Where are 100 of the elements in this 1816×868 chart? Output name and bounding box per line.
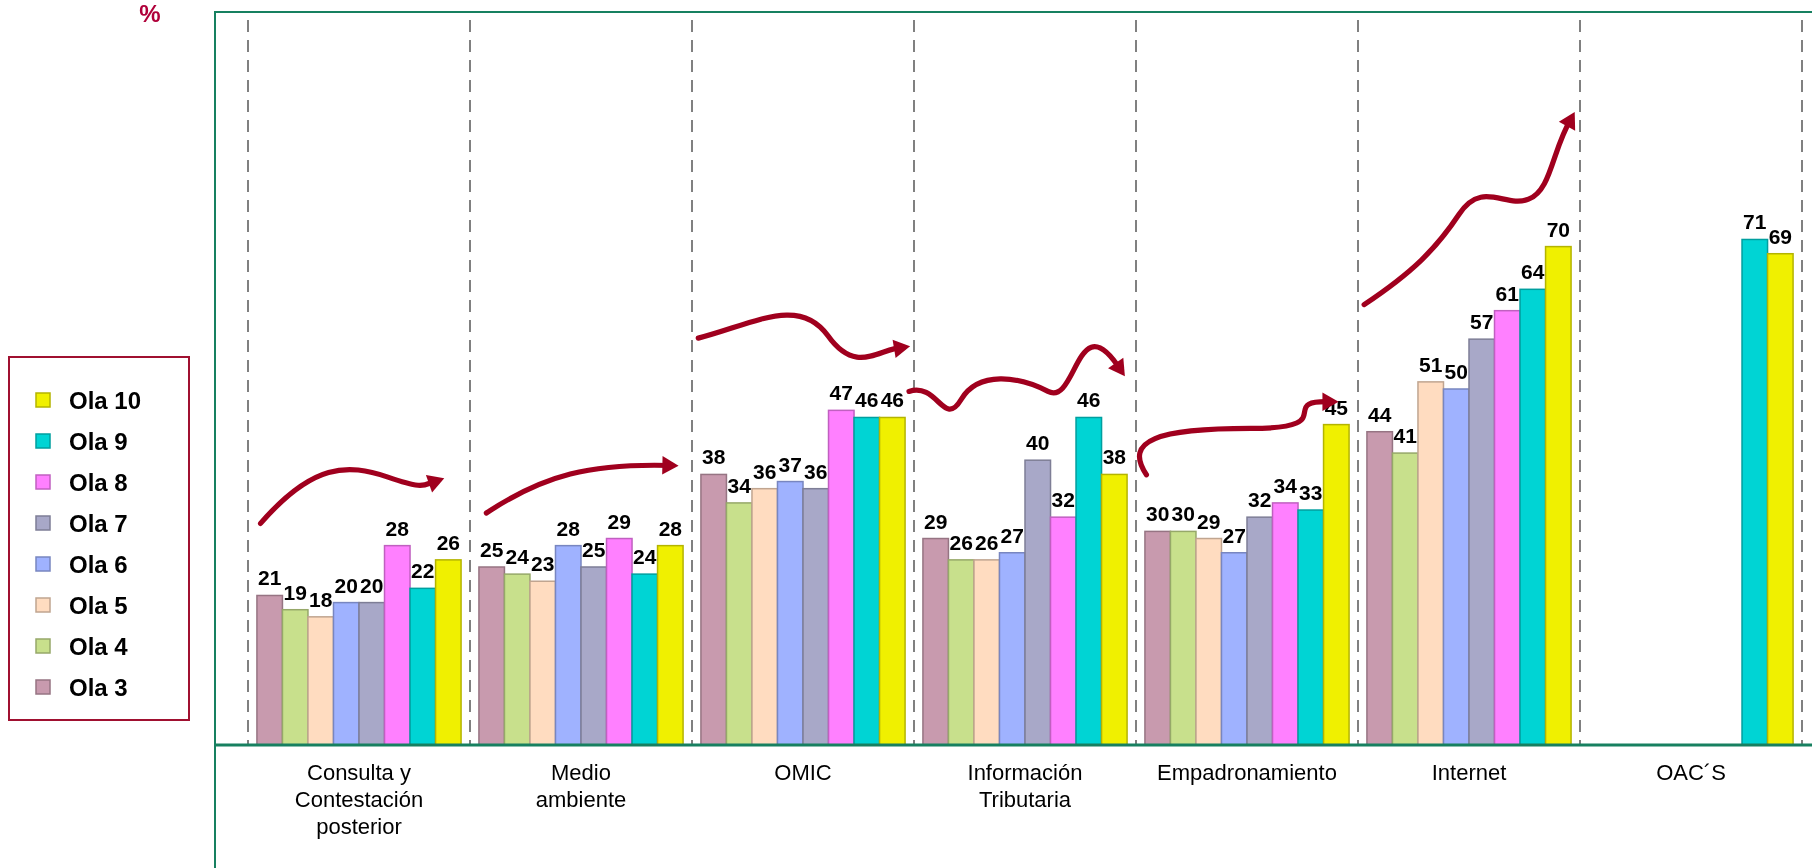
bar xyxy=(656,544,684,746)
bar xyxy=(1322,423,1350,746)
bar xyxy=(827,409,855,746)
data-label: 70 xyxy=(1546,217,1570,241)
bar xyxy=(358,601,386,746)
x-tick-label: OMIC xyxy=(774,760,832,785)
legend-label: Ola 3 xyxy=(69,674,128,701)
bar xyxy=(1195,537,1223,746)
data-label: 18 xyxy=(309,587,333,611)
legend-label: Ola 5 xyxy=(69,592,128,619)
bar xyxy=(1468,338,1496,746)
bar xyxy=(1169,530,1197,746)
data-label: 57 xyxy=(1470,310,1494,334)
data-label: 41 xyxy=(1393,424,1418,448)
bar xyxy=(580,566,608,746)
data-label: 29 xyxy=(924,509,948,533)
data-label: 21 xyxy=(258,566,282,590)
data-label: 26 xyxy=(949,530,973,554)
bar xyxy=(1519,288,1547,746)
data-label: 64 xyxy=(1521,260,1545,284)
x-tick-label: Internet xyxy=(1431,760,1507,785)
bar xyxy=(776,480,804,746)
data-label: 20 xyxy=(360,573,384,597)
text: % xyxy=(139,0,161,27)
data-label: 28 xyxy=(556,516,581,540)
data-label: 37 xyxy=(778,452,802,476)
bar xyxy=(1544,245,1572,746)
data-label: 44 xyxy=(1368,402,1392,426)
data-label: 22 xyxy=(411,559,435,583)
data-label: 36 xyxy=(804,459,828,483)
bar xyxy=(1297,509,1325,746)
data-label: 30 xyxy=(1171,502,1195,526)
data-label: 47 xyxy=(829,381,853,405)
data-label: 32 xyxy=(1051,488,1075,512)
bar xyxy=(1075,416,1103,746)
data-label: 38 xyxy=(1102,445,1127,469)
x-tick-label: Medio ambiente xyxy=(535,760,627,812)
x-tick-label: Empadronamiento xyxy=(1157,760,1337,785)
data-label: 32 xyxy=(1248,488,1272,512)
bar xyxy=(700,473,728,746)
bar xyxy=(383,544,411,746)
legend-label: Ola 4 xyxy=(69,633,129,660)
data-label: 26 xyxy=(436,530,460,554)
bar xyxy=(605,537,633,746)
bar xyxy=(725,502,753,746)
bar xyxy=(281,608,309,746)
bar xyxy=(1417,381,1445,746)
data-label: 28 xyxy=(658,516,683,540)
data-label: 29 xyxy=(607,509,631,533)
data-label: 50 xyxy=(1444,360,1468,383)
data-label: 34 xyxy=(727,473,752,497)
data-label: 38 xyxy=(702,445,726,469)
bar xyxy=(751,487,779,746)
data-label: 51 xyxy=(1419,352,1443,376)
data-label: 19 xyxy=(283,580,307,604)
data-label: 30 xyxy=(1146,502,1170,526)
data-label: 46 xyxy=(1077,388,1101,412)
bar xyxy=(307,616,335,746)
data-label: 25 xyxy=(582,538,606,561)
bar xyxy=(409,587,437,746)
data-label: 27 xyxy=(1222,523,1246,547)
legend-label: Ola 7 xyxy=(69,510,128,537)
bar xyxy=(1271,502,1299,746)
bar xyxy=(1024,459,1052,746)
data-label: 26 xyxy=(975,530,999,554)
bar xyxy=(1366,430,1394,746)
bar xyxy=(922,537,950,746)
bar xyxy=(256,594,284,746)
bar xyxy=(1100,473,1128,746)
bar xyxy=(1741,238,1769,746)
bar xyxy=(529,580,557,746)
legend-label: Ola 8 xyxy=(69,469,128,496)
data-label: 24 xyxy=(505,545,530,569)
bar xyxy=(1220,552,1248,746)
data-label: 36 xyxy=(753,459,777,483)
bar xyxy=(1493,309,1521,746)
data-label: 27 xyxy=(1000,523,1024,547)
data-label: 61 xyxy=(1495,281,1520,305)
bar xyxy=(853,416,881,746)
data-label: 23 xyxy=(531,552,555,576)
data-label: 34 xyxy=(1273,473,1298,497)
data-label: 33 xyxy=(1299,481,1323,505)
bar xyxy=(1144,530,1172,746)
data-label: 28 xyxy=(385,516,410,540)
data-label: 46 xyxy=(880,388,904,412)
bar xyxy=(332,601,360,746)
x-tick-label: Información Tributaria xyxy=(967,760,1083,812)
data-label: 40 xyxy=(1026,431,1050,455)
x-tick-label: OAC´S xyxy=(1656,760,1726,785)
bar xyxy=(503,573,531,746)
data-label: 25 xyxy=(480,538,504,561)
bar xyxy=(998,552,1026,746)
bar xyxy=(1442,388,1470,746)
x-tick-label: Consulta y Contestación posterior xyxy=(294,760,424,839)
bar xyxy=(802,487,830,746)
bar xyxy=(947,559,975,746)
data-label: 71 xyxy=(1743,210,1767,234)
legend-label: Ola 10 xyxy=(69,387,142,414)
bar xyxy=(631,573,659,746)
data-label: 24 xyxy=(633,545,657,569)
